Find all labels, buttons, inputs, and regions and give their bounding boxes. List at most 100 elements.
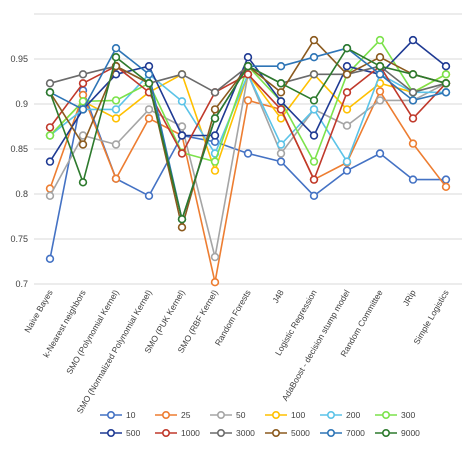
- data-point: [375, 96, 385, 105]
- legend-label: 7000: [346, 428, 365, 438]
- data-point: [111, 174, 121, 183]
- data-point: [210, 88, 220, 97]
- legend-label: 500: [126, 428, 140, 438]
- data-point: [441, 175, 451, 184]
- data-point: [276, 157, 286, 166]
- legend-item-50: 50: [210, 410, 246, 420]
- data-point: [309, 191, 319, 201]
- data-point: [111, 114, 121, 123]
- legend-item-3000: 3000: [210, 428, 255, 438]
- data-point: [441, 61, 451, 71]
- data-point: [342, 70, 352, 79]
- legend-item-10: 10: [100, 410, 136, 420]
- data-point: [441, 79, 451, 88]
- data-point: [309, 70, 319, 79]
- series-9000: [45, 43, 451, 224]
- data-point: [144, 61, 154, 71]
- data-point: [375, 52, 385, 62]
- data-point: [441, 182, 451, 192]
- data-point: [144, 105, 154, 114]
- data-point: [309, 105, 319, 114]
- data-point: [177, 131, 187, 140]
- legend-swatch-marker: [217, 410, 226, 419]
- series-lines: [45, 35, 451, 287]
- data-point: [309, 96, 319, 105]
- legend-swatch-marker: [107, 428, 116, 437]
- legend-item-7000: 7000: [320, 428, 365, 438]
- data-point: [276, 97, 286, 106]
- data-point: [408, 175, 418, 184]
- data-point: [78, 70, 88, 79]
- data-point: [441, 88, 451, 97]
- legend-swatch-marker: [381, 428, 390, 437]
- data-point: [78, 140, 88, 149]
- data-point: [177, 97, 187, 106]
- legend-label: 300: [401, 410, 415, 420]
- legend-swatch-marker: [326, 428, 335, 437]
- data-point: [408, 88, 418, 97]
- data-point: [309, 131, 319, 140]
- data-point: [243, 52, 253, 62]
- data-point: [45, 79, 55, 88]
- data-point: [375, 61, 385, 71]
- legend-swatch-marker: [107, 410, 116, 419]
- data-point: [342, 43, 352, 53]
- y-tick-label: 0.75: [10, 234, 28, 244]
- legend-label: 100: [291, 410, 305, 420]
- y-tick-label: 0.8: [15, 189, 28, 199]
- data-point: [144, 191, 154, 201]
- legend-swatch-marker: [326, 410, 335, 419]
- data-point: [276, 61, 286, 71]
- data-point: [309, 52, 319, 62]
- data-point: [342, 121, 352, 130]
- data-point: [78, 178, 88, 187]
- data-point: [78, 105, 88, 114]
- data-point: [111, 105, 121, 114]
- legend-label: 50: [236, 410, 246, 420]
- data-point: [177, 149, 187, 158]
- data-point: [309, 35, 319, 45]
- data-point: [408, 96, 418, 105]
- data-point: [45, 131, 55, 140]
- data-point: [243, 70, 253, 79]
- legend-label: 25: [181, 410, 191, 420]
- legend-item-1000: 1000: [155, 428, 200, 438]
- data-point: [210, 105, 220, 114]
- y-tick-label: 0.95: [10, 54, 28, 64]
- data-point: [111, 140, 121, 149]
- data-point: [441, 70, 451, 79]
- legend-swatch-marker: [381, 410, 390, 419]
- data-point: [177, 70, 187, 79]
- data-point: [210, 166, 220, 175]
- y-tick-label: 0.7: [15, 279, 28, 289]
- legend-item-5000: 5000: [265, 428, 310, 438]
- data-point: [45, 191, 55, 201]
- data-point: [144, 70, 154, 79]
- data-point: [45, 254, 55, 263]
- data-point: [408, 35, 418, 45]
- data-point: [78, 79, 88, 88]
- legend-label: 9000: [401, 428, 420, 438]
- data-point: [210, 131, 220, 140]
- legend-swatch-marker: [162, 410, 171, 419]
- data-point: [111, 43, 121, 53]
- data-point: [276, 88, 286, 97]
- data-point: [276, 140, 286, 149]
- y-axis: 0.7 0.75 0.8 0.85 0.9 0.95: [10, 54, 28, 289]
- y-tick-label: 0.9: [15, 99, 28, 109]
- legend-swatch-marker: [271, 410, 280, 419]
- data-point: [375, 35, 385, 45]
- data-point: [243, 96, 253, 105]
- data-point: [342, 88, 352, 97]
- legend-item-300: 300: [375, 410, 415, 420]
- data-point: [342, 166, 352, 175]
- data-point: [276, 149, 286, 158]
- legend-swatch-marker: [217, 428, 226, 437]
- data-point: [243, 149, 253, 158]
- legend-label: 1000: [181, 428, 200, 438]
- data-point: [144, 79, 154, 88]
- legend-item-500: 500: [100, 428, 140, 438]
